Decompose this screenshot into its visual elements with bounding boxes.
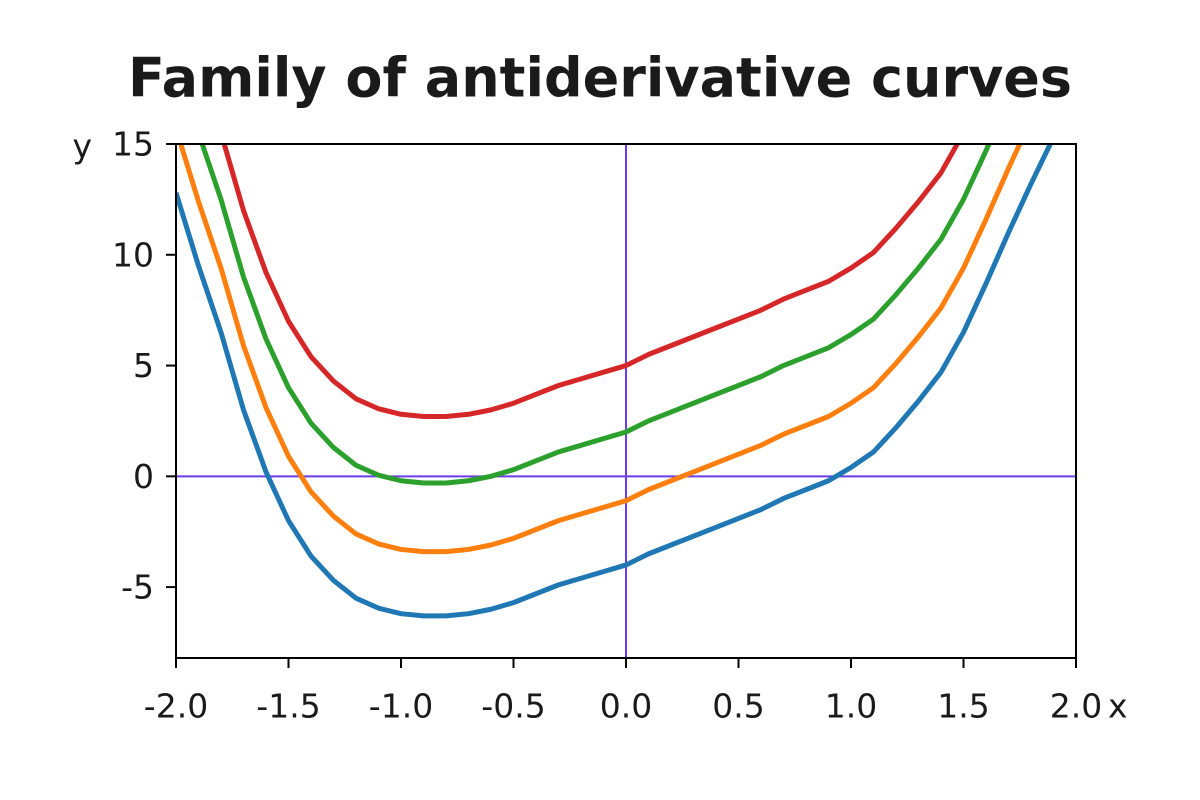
x-tick-label: -1.0 — [369, 687, 433, 726]
x-tick-label: 1.0 — [825, 687, 877, 726]
x-tick-label: 0.5 — [712, 687, 764, 726]
x-tick-label: 1.5 — [937, 687, 989, 726]
x-tick-label: -1.5 — [256, 687, 320, 726]
x-tick-label: 0.0 — [600, 687, 652, 726]
curve — [199, 144, 992, 486]
curve — [178, 144, 1023, 555]
plot-area — [176, 144, 1076, 658]
curve — [221, 144, 961, 420]
x-axis-label: x — [1108, 687, 1128, 726]
y-tick-label: 15 — [112, 125, 154, 164]
y-tick-label: 10 — [112, 235, 154, 274]
x-tick-label: 2.0 — [1050, 687, 1102, 726]
y-tick-label: 5 — [133, 346, 154, 385]
y-axis-label: y — [72, 127, 92, 166]
y-tick-label: -5 — [121, 568, 154, 607]
x-tick-label: -2.0 — [144, 687, 208, 726]
y-tick-label: 0 — [133, 457, 154, 496]
curve — [176, 144, 1054, 619]
chart-title: Family of antiderivative curves — [128, 47, 1072, 110]
x-tick-label: -0.5 — [481, 687, 545, 726]
